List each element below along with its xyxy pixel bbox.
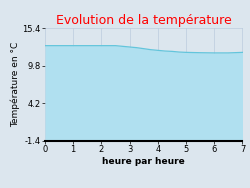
X-axis label: heure par heure: heure par heure [102, 157, 185, 166]
Title: Evolution de la température: Evolution de la température [56, 14, 232, 27]
Y-axis label: Température en °C: Température en °C [10, 42, 20, 127]
